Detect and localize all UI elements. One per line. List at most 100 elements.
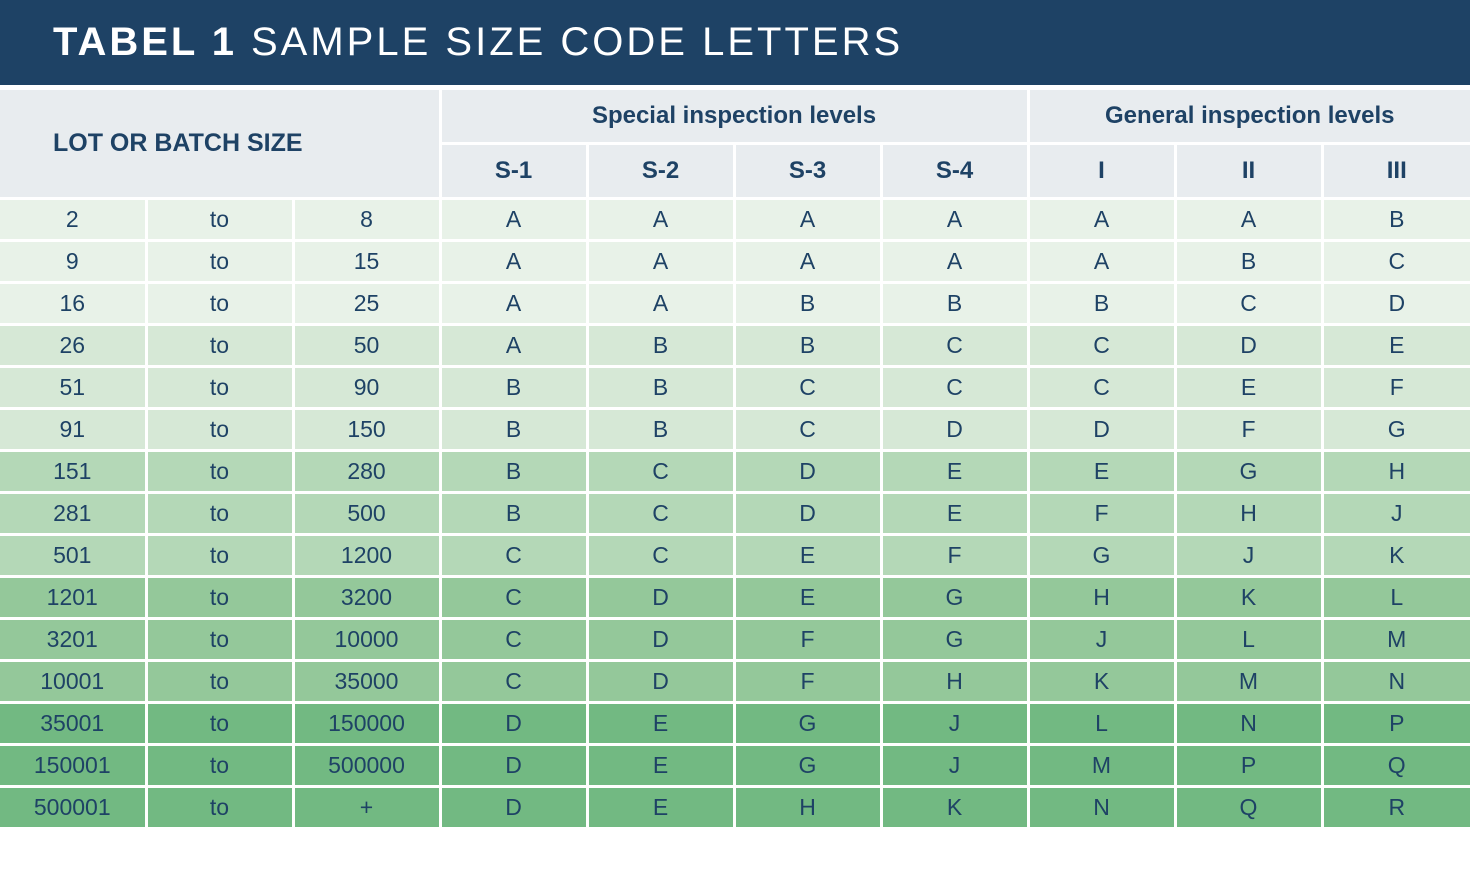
code-letter-cell: K xyxy=(879,785,1030,830)
lot-from-cell: 3201 xyxy=(0,617,148,662)
code-letter-cell: A xyxy=(438,281,589,326)
lot-from-cell: 91 xyxy=(0,407,148,452)
code-letter-cell: E xyxy=(879,449,1030,494)
lot-to-separator-cell: to xyxy=(144,617,295,662)
table-row: 26 to 50 A B B C C D E xyxy=(0,323,1470,368)
code-letter-cell: E xyxy=(1320,323,1470,368)
column-header: II xyxy=(1173,142,1324,200)
title-number: TABEL 1 xyxy=(53,20,237,64)
code-letter-cell: Q xyxy=(1320,743,1470,788)
code-letter-cell: C xyxy=(879,365,1030,410)
code-letter-cell: E xyxy=(585,701,736,746)
code-letter-cell: C xyxy=(1320,239,1470,284)
table-row: 1201 to 3200 C D E G H K L xyxy=(0,575,1470,620)
code-letter-cell: C xyxy=(438,575,589,620)
code-letter-cell: A xyxy=(438,323,589,368)
code-letter-cell: M xyxy=(1320,617,1470,662)
lot-to-cell: 10000 xyxy=(291,617,442,662)
code-letter-cell: C xyxy=(1026,365,1177,410)
code-letter-cell: B xyxy=(585,365,736,410)
code-letter-cell: C xyxy=(438,533,589,578)
code-letter-cell: A xyxy=(585,281,736,326)
code-letter-cell: B xyxy=(438,365,589,410)
lot-to-separator-cell: to xyxy=(144,407,295,452)
code-letter-cell: H xyxy=(1026,575,1177,620)
code-letter-cell: B xyxy=(879,281,1030,326)
code-letter-cell: D xyxy=(1173,323,1324,368)
code-letter-cell: N xyxy=(1173,701,1324,746)
code-letter-cell: C xyxy=(1173,281,1324,326)
code-letter-cell: H xyxy=(879,659,1030,704)
code-letter-cell: C xyxy=(1026,323,1177,368)
column-header: S-4 xyxy=(879,142,1030,200)
title-text: SAMPLE SIZE CODE LETTERS xyxy=(251,20,904,64)
lot-to-separator-cell: to xyxy=(144,701,295,746)
lot-from-cell: 35001 xyxy=(0,701,148,746)
code-letter-cell: F xyxy=(1320,365,1470,410)
lot-to-separator-cell: to xyxy=(144,743,295,788)
code-letter-cell: F xyxy=(1173,407,1324,452)
table-row: 151 to 280 B C D E E G H xyxy=(0,449,1470,494)
table-row: 2 to 8 A A A A A A B xyxy=(0,197,1470,242)
code-letter-cell: A xyxy=(879,197,1030,242)
code-letter-cell: B xyxy=(1320,197,1470,242)
table-row: 16 to 25 A A B B B C D xyxy=(0,281,1470,326)
lot-to-cell: 90 xyxy=(291,365,442,410)
code-letter-cell: A xyxy=(1026,239,1177,284)
code-letter-cell: A xyxy=(438,239,589,284)
table-row: 281 to 500 B C D E F H J xyxy=(0,491,1470,536)
code-letter-cell: C xyxy=(585,491,736,536)
code-letter-cell: C xyxy=(585,533,736,578)
lot-to-cell: 500000 xyxy=(291,743,442,788)
code-letter-cell: D xyxy=(438,701,589,746)
code-letter-cell: L xyxy=(1026,701,1177,746)
code-letter-cell: G xyxy=(879,575,1030,620)
lot-to-separator-cell: to xyxy=(144,449,295,494)
code-letter-cell: L xyxy=(1173,617,1324,662)
column-header: S-3 xyxy=(732,142,883,200)
code-letter-cell: D xyxy=(1320,281,1470,326)
code-letter-cell: N xyxy=(1026,785,1177,830)
lot-to-separator-cell: to xyxy=(144,533,295,578)
code-letter-cell: D xyxy=(879,407,1030,452)
code-letter-cell: H xyxy=(1320,449,1470,494)
lot-to-cell: 3200 xyxy=(291,575,442,620)
lot-to-separator-cell: to xyxy=(144,323,295,368)
code-letter-cell: E xyxy=(1026,449,1177,494)
code-letter-cell: F xyxy=(732,659,883,704)
table-row: 500001 to + D E H K N Q R xyxy=(0,785,1470,830)
code-letter-cell: E xyxy=(732,533,883,578)
column-header: I xyxy=(1026,142,1177,200)
code-letter-cell: B xyxy=(585,407,736,452)
lot-to-cell: 15 xyxy=(291,239,442,284)
lot-from-cell: 150001 xyxy=(0,743,148,788)
code-letter-cell: C xyxy=(438,659,589,704)
table-row: 9 to 15 A A A A A B C xyxy=(0,239,1470,284)
code-letter-cell: A xyxy=(1173,197,1324,242)
code-letter-cell: B xyxy=(732,323,883,368)
code-letter-cell: R xyxy=(1320,785,1470,830)
code-letter-cell: G xyxy=(1320,407,1470,452)
lot-from-cell: 1201 xyxy=(0,575,148,620)
code-letter-cell: B xyxy=(585,323,736,368)
code-letter-cell: B xyxy=(438,407,589,452)
code-letter-cell: D xyxy=(585,617,736,662)
code-letter-cell: K xyxy=(1320,533,1470,578)
lot-to-separator-cell: to xyxy=(144,785,295,830)
code-letter-cell: D xyxy=(438,743,589,788)
code-letter-cell: D xyxy=(732,449,883,494)
code-letter-cell: E xyxy=(732,575,883,620)
lot-to-cell: 500 xyxy=(291,491,442,536)
code-letter-cell: K xyxy=(1026,659,1177,704)
code-letter-cell: B xyxy=(438,491,589,536)
code-letter-cell: J xyxy=(879,743,1030,788)
lot-from-cell: 51 xyxy=(0,365,148,410)
code-letter-cell: C xyxy=(585,449,736,494)
code-letter-cell: C xyxy=(732,365,883,410)
code-letter-cell: D xyxy=(585,659,736,704)
column-header: S-1 xyxy=(440,142,589,200)
code-letter-cell: G xyxy=(1173,449,1324,494)
table-row: 91 to 150 B B C D D F G xyxy=(0,407,1470,452)
lot-from-cell: 9 xyxy=(0,239,148,284)
code-letter-cell: A xyxy=(438,197,589,242)
